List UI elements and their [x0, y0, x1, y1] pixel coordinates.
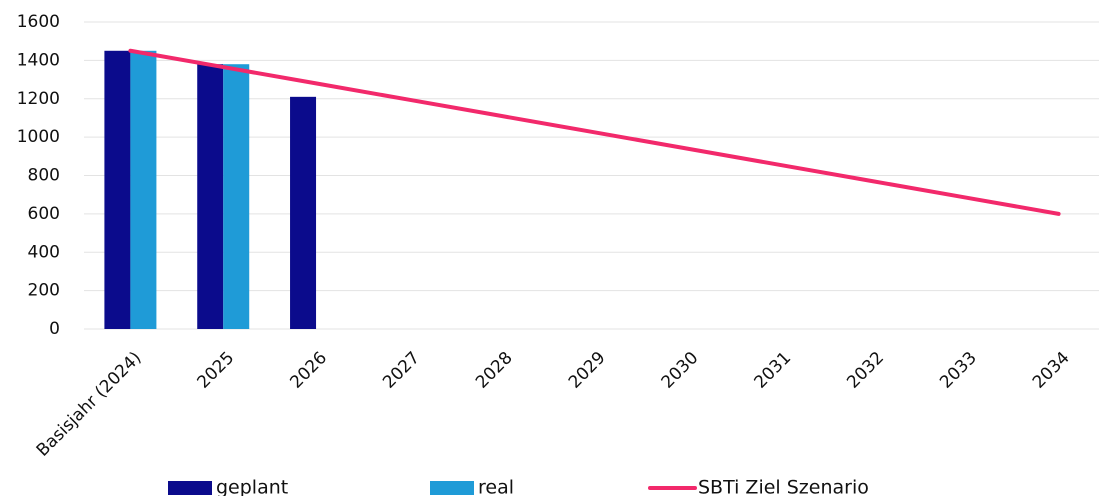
legend-label: geplant	[216, 477, 288, 496]
bar	[223, 64, 250, 330]
x-tick-label: 2031	[750, 348, 795, 393]
x-tick-label: 2029	[565, 348, 610, 393]
x-tick-label: 2025	[194, 348, 239, 393]
x-tick-label: 2026	[286, 348, 331, 393]
y-tick-label: 1200	[17, 89, 60, 109]
x-tick-label: 2034	[1029, 348, 1074, 393]
legend-swatch	[430, 481, 474, 495]
bar	[104, 50, 131, 329]
bar	[290, 96, 317, 329]
legend-label: real	[478, 477, 514, 496]
x-tick-label: 2033	[936, 348, 981, 393]
y-tick-label: 600	[28, 204, 60, 224]
x-tick-label: 2032	[843, 348, 888, 393]
legend-swatch	[168, 481, 212, 495]
bar	[197, 64, 224, 330]
legend-label: SBTi Ziel Szenario	[698, 477, 869, 496]
line	[128, 48, 1061, 216]
x-tick-label: Basisjahr (2024)	[33, 348, 146, 461]
x-tick-label: 2028	[472, 348, 517, 393]
y-tick-label: 400	[28, 242, 60, 262]
bar	[130, 50, 157, 329]
y-tick-label: 1600	[17, 12, 60, 32]
y-tick-label: 800	[28, 166, 60, 186]
y-tick-label: 1000	[17, 127, 60, 147]
x-tick-label: 2030	[658, 348, 703, 393]
y-tick-label: 0	[49, 319, 60, 339]
y-tick-label: 200	[28, 281, 60, 301]
x-tick-label: 2027	[379, 348, 424, 393]
y-tick-label: 1400	[17, 50, 60, 70]
